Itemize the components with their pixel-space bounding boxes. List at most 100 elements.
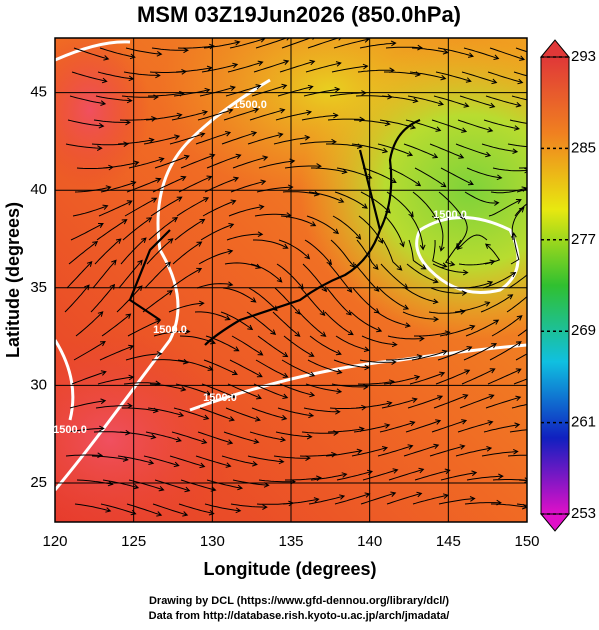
streamline <box>146 238 174 265</box>
streamline <box>282 497 320 505</box>
streamline <box>381 397 418 409</box>
streamline <box>257 335 289 358</box>
streamline <box>73 47 110 61</box>
streamline <box>409 371 446 385</box>
streamline <box>510 231 520 265</box>
streamline <box>414 167 447 188</box>
streamline <box>429 444 466 457</box>
streamline <box>428 309 466 315</box>
colorbar-cap <box>539 513 571 532</box>
streamline <box>379 420 416 433</box>
streamline <box>176 197 210 217</box>
streamline <box>247 455 285 465</box>
streamline <box>455 143 492 158</box>
streamline <box>143 134 181 145</box>
streamline <box>199 85 236 97</box>
streamline <box>358 215 384 244</box>
streamline <box>484 243 501 265</box>
streamline <box>253 383 289 399</box>
streamline <box>408 239 427 270</box>
streamline <box>204 176 240 193</box>
streamline <box>299 451 337 458</box>
streamline <box>437 346 473 361</box>
streamline <box>275 109 313 121</box>
streamline <box>481 448 519 457</box>
x-tick-label: 135 <box>278 533 303 550</box>
colorbar-tick-label: 269 <box>571 322 596 339</box>
streamline <box>440 470 478 481</box>
streamline <box>437 47 474 58</box>
streamline <box>465 319 500 337</box>
streamline <box>511 95 527 101</box>
streamline <box>168 300 205 313</box>
streamline <box>221 131 258 145</box>
streamline <box>201 383 237 399</box>
streamline <box>306 215 340 235</box>
streamline <box>435 369 471 385</box>
streamline <box>72 204 109 217</box>
streamline <box>491 315 523 337</box>
y-tick-label: 35 <box>30 279 47 296</box>
streamline <box>383 374 421 385</box>
streamline <box>228 204 265 217</box>
streamline <box>459 95 496 109</box>
streamline <box>230 503 268 510</box>
streamline <box>120 237 147 265</box>
streamline <box>407 95 445 106</box>
streamline <box>511 403 527 409</box>
streamline <box>203 359 238 376</box>
streamline <box>332 215 362 240</box>
streamline <box>387 335 425 342</box>
streamline <box>411 349 448 361</box>
streamline <box>481 143 519 154</box>
streamline <box>482 272 517 289</box>
streamline <box>99 47 136 60</box>
streamline <box>124 197 158 217</box>
streamline <box>464 191 500 206</box>
streamline <box>519 167 527 169</box>
streamline <box>360 491 397 505</box>
streamline <box>223 431 260 444</box>
streamline <box>485 95 522 108</box>
streamline <box>308 191 345 203</box>
streamline <box>301 112 339 121</box>
streamline <box>69 95 107 106</box>
streamline <box>152 175 187 193</box>
streamline <box>226 231 264 241</box>
streamline <box>220 311 254 331</box>
streamline <box>273 135 311 145</box>
streamline <box>281 359 316 377</box>
streamline <box>353 423 391 433</box>
streamline <box>506 295 527 313</box>
streamline <box>70 223 104 241</box>
streamline <box>507 143 527 148</box>
streamline <box>66 261 93 289</box>
streamline <box>303 86 341 97</box>
streamline <box>454 301 491 313</box>
streamline <box>223 107 260 121</box>
streamline <box>125 47 163 57</box>
streamline <box>513 378 527 385</box>
streamline <box>414 468 451 481</box>
streamline <box>65 452 104 459</box>
streamline <box>201 62 239 73</box>
streamline <box>378 287 410 310</box>
streamline <box>255 359 289 378</box>
streamline <box>377 444 414 457</box>
streamline <box>149 383 187 392</box>
streamline <box>280 215 317 227</box>
streamline <box>403 443 440 457</box>
streamline <box>309 335 342 356</box>
streamline <box>480 294 514 313</box>
streamline <box>508 274 527 289</box>
streamline <box>251 83 288 97</box>
streamline <box>251 407 288 421</box>
streamline <box>381 95 419 104</box>
contour-label: 1500.0 <box>233 99 267 111</box>
streamline <box>73 341 106 361</box>
streamline <box>324 311 354 336</box>
streamline <box>196 281 234 289</box>
streamline <box>172 241 203 265</box>
streamline <box>405 119 442 132</box>
streamline <box>438 191 464 220</box>
